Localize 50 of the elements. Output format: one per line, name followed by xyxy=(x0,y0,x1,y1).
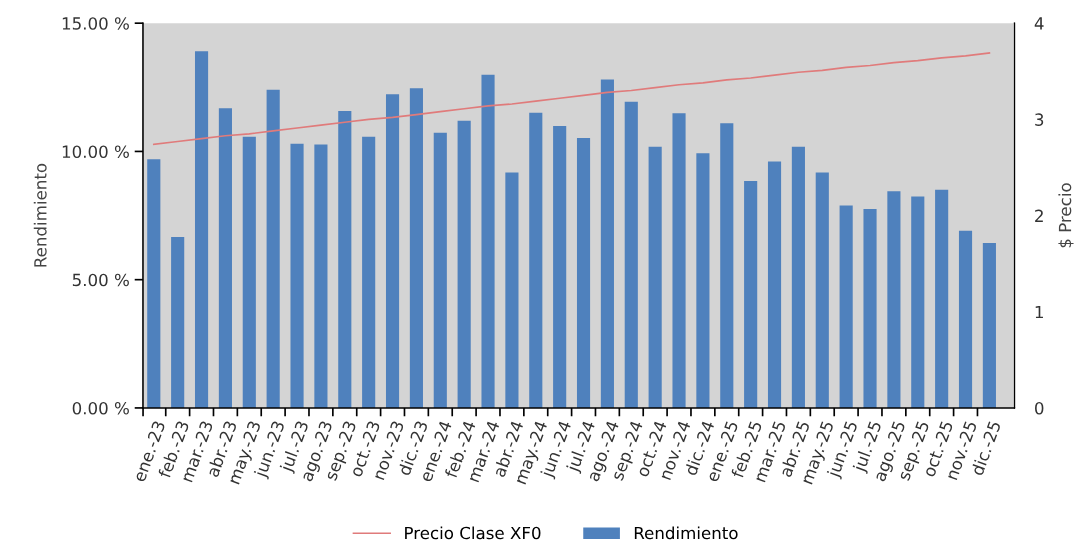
bar xyxy=(409,88,423,408)
bar xyxy=(600,79,614,408)
bar xyxy=(147,159,161,408)
bar xyxy=(505,172,519,408)
bar xyxy=(624,101,638,408)
bar xyxy=(935,189,949,408)
bar xyxy=(744,180,758,408)
y-tick-label: 5.00 % xyxy=(72,273,129,287)
y2-tick-label: 3 xyxy=(1035,113,1044,126)
bar xyxy=(911,196,925,408)
bar xyxy=(218,108,232,408)
y2-tick-label: 0 xyxy=(1035,401,1044,415)
bar xyxy=(672,113,686,408)
bar xyxy=(982,243,996,408)
bar xyxy=(314,144,328,408)
y-axis-title: Rendimiento xyxy=(33,163,47,267)
y2-axis-title: $ Precio xyxy=(1058,183,1074,248)
bar xyxy=(529,112,543,408)
bar xyxy=(266,89,280,408)
y2-tick-label: 1 xyxy=(1035,305,1043,319)
legend-label: Rendimiento xyxy=(634,526,738,540)
bar xyxy=(194,51,209,408)
bar xyxy=(433,132,447,408)
bar xyxy=(457,120,471,408)
y-tick-label: 15.00 % xyxy=(62,17,129,30)
line-series xyxy=(152,52,991,146)
legend-label: Precio Clase XF0 xyxy=(405,526,541,540)
bar xyxy=(290,143,304,408)
bar xyxy=(720,123,734,408)
y2-tick-label: 4 xyxy=(1034,17,1044,30)
bar xyxy=(887,191,901,408)
bar xyxy=(791,146,805,408)
bar xyxy=(338,110,352,408)
y2-tick-label: 2 xyxy=(1035,209,1043,222)
bar xyxy=(576,138,591,408)
bar xyxy=(362,136,376,408)
bar xyxy=(171,237,185,408)
y-tick-label: 10.00 % xyxy=(62,145,129,158)
bar xyxy=(863,208,877,408)
bar xyxy=(242,136,256,408)
y-tick-label: 0.00 % xyxy=(72,401,129,415)
bar xyxy=(767,161,782,408)
bar xyxy=(696,153,710,408)
bar xyxy=(481,74,495,408)
bar xyxy=(553,126,567,408)
bar xyxy=(815,172,829,408)
bar xyxy=(839,205,853,408)
bar xyxy=(648,146,662,408)
bar xyxy=(385,94,400,408)
bar xyxy=(958,230,973,408)
